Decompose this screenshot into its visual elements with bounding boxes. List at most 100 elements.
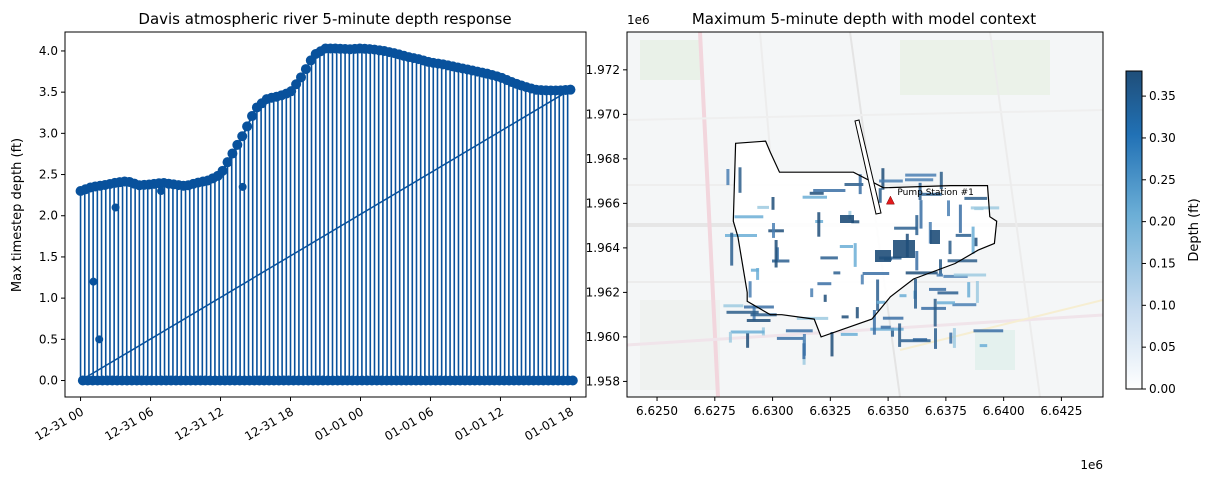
- flood-cell: [894, 226, 918, 230]
- right-x-tick-label: 6.6300: [752, 404, 794, 418]
- colorbar-tick-label: 0.20: [1149, 215, 1176, 229]
- flood-cell: [802, 343, 806, 360]
- flood-cell: [875, 250, 891, 262]
- left-y-tick-label: 2.5: [39, 168, 58, 182]
- flood-cell: [750, 268, 759, 272]
- flood-cell: [893, 240, 915, 258]
- flood-cell: [876, 279, 880, 311]
- left-x-tick-label: 12-31 18: [242, 404, 296, 443]
- flood-cell: [746, 333, 750, 348]
- series-marker: [227, 148, 238, 159]
- right-x-tick-label: 6.6350: [867, 404, 909, 418]
- flood-cell: [964, 196, 988, 200]
- right-y-tick-label: 1.960: [586, 330, 620, 344]
- flood-cell: [823, 294, 827, 302]
- left-x-tick-label: 01-01 00: [312, 404, 366, 443]
- series-marker: [111, 203, 120, 212]
- series-marker: [286, 86, 297, 97]
- pump-station-label: Pump Station #1: [897, 188, 973, 198]
- flood-cell: [860, 274, 864, 285]
- flood-cell: [905, 173, 937, 177]
- left-y-tick-label: 1.0: [39, 291, 58, 305]
- flood-cell: [947, 200, 950, 217]
- left-x-tick-label: 01-01 06: [382, 404, 436, 443]
- flood-cell: [970, 206, 1000, 210]
- flood-cell: [967, 282, 971, 298]
- series-marker: [217, 165, 228, 176]
- right-x-tick-label: 6.6275: [694, 404, 736, 418]
- flood-cell: [881, 168, 885, 190]
- left-series-lines: [79, 47, 571, 383]
- right-x-tick-label: 6.6425: [1040, 404, 1082, 418]
- right-x-tick-label: 6.6400: [983, 404, 1025, 418]
- pump-station-marker: [886, 195, 895, 205]
- flood-cell: [738, 167, 742, 193]
- flood-cell: [939, 171, 943, 190]
- series-marker: [565, 84, 576, 95]
- colorbar-tick-label: 0.00: [1149, 382, 1176, 396]
- flood-cell: [774, 240, 778, 268]
- series-marker: [242, 121, 253, 132]
- series-marker: [238, 182, 247, 191]
- flood-cell: [937, 301, 955, 305]
- series-marker: [237, 131, 248, 142]
- flood-cell: [757, 205, 769, 209]
- flood-cell: [958, 204, 962, 233]
- flood-cell: [848, 210, 852, 219]
- model-boundary-outline: [732, 140, 998, 338]
- flood-cell: [730, 232, 734, 266]
- flood-cell: [734, 215, 764, 219]
- series-marker: [300, 64, 311, 75]
- flood-cell: [872, 310, 876, 335]
- left-x-tick-label: 01-01 18: [522, 404, 576, 443]
- flood-cell: [855, 307, 859, 319]
- right-y-tick-label: 1.962: [586, 285, 620, 299]
- left-x-tick-label: 01-01 12: [452, 404, 506, 443]
- right-x-offset-label: 1e6: [1080, 458, 1103, 472]
- flood-cell: [730, 330, 765, 334]
- series-wrap-line: [80, 89, 571, 382]
- left-y-tick-label: 3.0: [39, 126, 58, 140]
- left-chart: Davis atmospheric river 5-minute depth r…: [10, 10, 587, 444]
- flood-cell: [771, 197, 775, 210]
- right-x-tick-label: 6.6325: [809, 404, 851, 418]
- left-y-tick-label: 0.0: [39, 374, 58, 388]
- flood-cell: [891, 327, 894, 337]
- right-y-ticks: 1.958 1.960 1.962 1.964 1.966 1.968 1.970 1.972: [586, 63, 627, 388]
- left-y-tick-label: 3.5: [39, 85, 58, 99]
- flood-cell: [878, 188, 882, 203]
- flood-cell: [914, 279, 917, 309]
- flood-cell: [876, 300, 886, 304]
- flood-cell: [840, 215, 854, 223]
- flood-cell: [929, 287, 947, 291]
- left-series-markers: [75, 43, 578, 386]
- flood-cell: [939, 259, 942, 276]
- colorbar-tick-label: 0.30: [1149, 131, 1176, 145]
- flood-cell: [813, 189, 846, 192]
- colorbar-tick-label: 0.10: [1149, 298, 1176, 312]
- flood-cell: [949, 332, 953, 344]
- colorbar-gradient: [1125, 70, 1143, 390]
- right-plot-frame: [626, 31, 1104, 398]
- series-marker: [157, 187, 166, 196]
- flood-cell: [772, 259, 790, 263]
- flood-cell: [898, 323, 902, 347]
- flood-cell: [840, 332, 858, 336]
- colorbar-label: Depth (ft): [1187, 198, 1202, 261]
- series-marker: [222, 157, 233, 168]
- series-marker: [296, 72, 307, 83]
- flood-cell: [921, 306, 946, 310]
- flood-cell: [776, 336, 804, 340]
- flood-cell: [858, 174, 862, 195]
- flood-cell: [947, 259, 978, 263]
- flood-cell: [851, 220, 860, 224]
- colorbar-tick-label: 0.25: [1149, 173, 1176, 187]
- left-x-tick-label: 12-31 00: [32, 404, 86, 443]
- left-x-ticks: 12-31 00 12-31 06 12-31 12 12-31 18 01-01 00…: [32, 397, 576, 444]
- flood-cell: [817, 212, 821, 237]
- right-y-tick-label: 1.958: [586, 374, 620, 388]
- flood-cell: [952, 328, 956, 348]
- flood-cell: [974, 237, 978, 247]
- flood-cell: [744, 305, 774, 309]
- model-boundary-fill: [733, 141, 997, 337]
